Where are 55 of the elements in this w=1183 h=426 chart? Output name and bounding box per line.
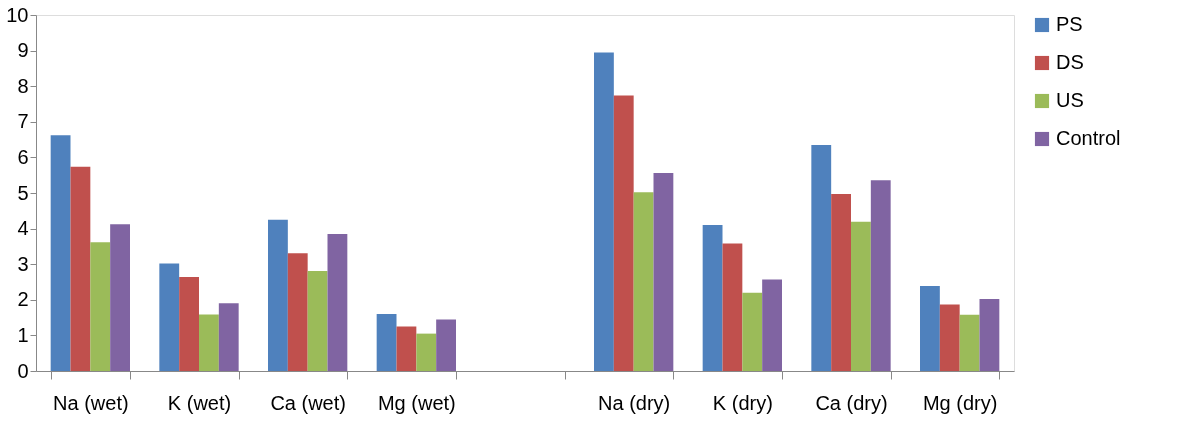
y-tick-label: 10: [6, 3, 29, 26]
y-tick-label: 7: [17, 110, 29, 133]
x-tick-label: Ca (dry): [815, 391, 888, 414]
x-tick-label: Mg (wet): [377, 391, 456, 414]
x-tick-label: Mg (dry): [922, 391, 998, 414]
bar: [327, 233, 348, 371]
y-tick-label: 9: [17, 39, 29, 62]
bar: [110, 224, 130, 371]
bar: [613, 95, 634, 371]
bar: [307, 270, 328, 371]
bar: [831, 194, 851, 371]
y-tick-label: 8: [17, 74, 29, 97]
y-tick-label: 3: [17, 252, 29, 275]
bar: [416, 333, 437, 371]
bar: [633, 192, 654, 371]
y-tick-label: 5: [17, 181, 29, 204]
y-tick-label: 0: [17, 359, 29, 382]
bar: [811, 144, 832, 371]
x-tick-label: Na (wet): [53, 391, 129, 414]
bar: [959, 314, 980, 371]
bar: [762, 279, 782, 371]
bar: [396, 326, 417, 371]
x-tick-label: Ca (wet): [270, 391, 346, 414]
bar: [436, 319, 456, 371]
bar: [376, 314, 397, 371]
bar: [920, 285, 940, 371]
bar: [742, 292, 763, 371]
legend-label: US: [1056, 89, 1084, 111]
y-tick-label: 4: [17, 217, 29, 240]
legend-label: DS: [1056, 51, 1084, 73]
legend-label: Control: [1056, 127, 1121, 149]
x-tick-label: K (dry): [712, 391, 773, 414]
bar: [702, 225, 723, 371]
bar: [594, 52, 614, 371]
bar: [851, 221, 871, 371]
bar: [179, 277, 199, 371]
bar: [50, 135, 71, 371]
bar: [653, 173, 674, 371]
x-tick-label: K (wet): [167, 391, 232, 414]
bar: [199, 314, 219, 371]
bar: [979, 299, 1000, 371]
bar: [870, 180, 891, 371]
bar: [90, 242, 111, 371]
x-tick-label: Na (dry): [598, 391, 671, 414]
bar: [70, 166, 91, 371]
y-tick-label: 2: [17, 288, 29, 311]
bar: [268, 219, 288, 371]
y-tick-label: 6: [17, 145, 29, 168]
bar: [722, 243, 743, 371]
bar: [218, 303, 239, 371]
legend-label: PS: [1056, 13, 1083, 35]
bar: [287, 253, 308, 371]
bar: [159, 263, 180, 371]
bar: [939, 304, 960, 371]
y-tick-label: 1: [17, 323, 29, 346]
